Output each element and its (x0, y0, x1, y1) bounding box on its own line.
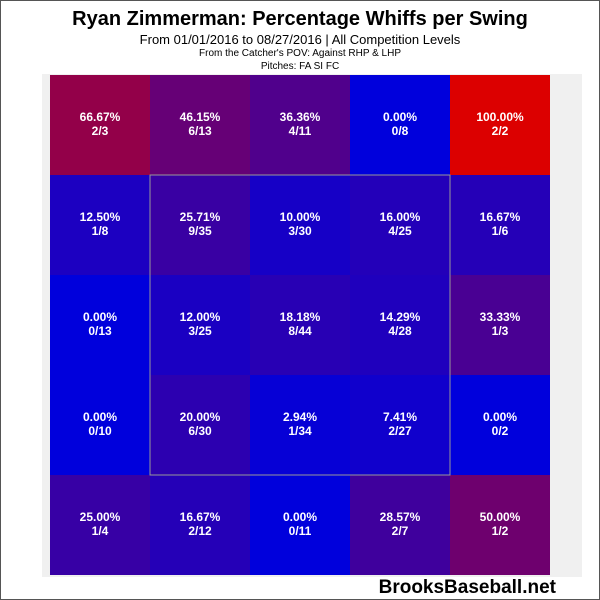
cell-percentage-label: 7.41% (383, 410, 417, 424)
heatmap-cell (150, 275, 250, 375)
heatmap-cell (350, 75, 450, 175)
cell-percentage-label: 16.67% (480, 210, 521, 224)
cell-percentage-label: 10.00% (280, 210, 321, 224)
cell-percentage-label: 18.18% (280, 310, 321, 324)
chart-title: Ryan Zimmerman: Percentage Whiffs per Sw… (72, 8, 528, 30)
cell-percentage-label: 0.00% (283, 510, 317, 524)
cell-fraction-label: 3/30 (288, 224, 312, 238)
cell-fraction-label: 1/8 (92, 224, 109, 238)
cell-percentage-label: 12.00% (180, 310, 221, 324)
cell-fraction-label: 2/3 (92, 124, 109, 138)
cell-percentage-label: 16.00% (380, 210, 421, 224)
cell-percentage-label: 33.33% (480, 310, 521, 324)
cell-percentage-label: 0.00% (83, 310, 117, 324)
cell-percentage-label: 36.36% (280, 110, 321, 124)
heatmap-cell (150, 75, 250, 175)
heatmap-cell (50, 375, 150, 475)
heatmap-cell (250, 375, 350, 475)
heatmap-cell (50, 275, 150, 375)
cell-fraction-label: 4/28 (388, 324, 412, 338)
cell-fraction-label: 1/2 (492, 524, 509, 538)
cell-fraction-label: 9/35 (188, 224, 212, 238)
heatmap-cell (450, 375, 550, 475)
heatmap-cell (250, 75, 350, 175)
heatmap-cell (350, 275, 450, 375)
cell-fraction-label: 2/2 (492, 124, 509, 138)
cell-fraction-label: 0/2 (492, 424, 509, 438)
cell-percentage-label: 2.94% (283, 410, 317, 424)
cell-percentage-label: 0.00% (383, 110, 417, 124)
cell-percentage-label: 100.00% (476, 110, 524, 124)
heatmap-cell (350, 475, 450, 575)
heatmap-cell (150, 475, 250, 575)
cell-fraction-label: 2/27 (388, 424, 412, 438)
heatmap-cell (150, 375, 250, 475)
chart-subtitle-pitches: Pitches: FA SI FC (260, 61, 340, 72)
cell-fraction-label: 3/25 (188, 324, 212, 338)
cell-percentage-label: 66.67% (80, 110, 121, 124)
cell-fraction-label: 2/7 (392, 524, 409, 538)
chart-subtitle-pov: From the Catcher's POV: Against RHP & LH… (199, 48, 401, 59)
heatmap-cell (350, 175, 450, 275)
cell-fraction-label: 0/13 (88, 324, 112, 338)
cell-percentage-label: 25.71% (180, 210, 221, 224)
heatmap-cell (450, 475, 550, 575)
heatmap-cell (50, 175, 150, 275)
heatmap-cell (450, 275, 550, 375)
heatmap-cell (50, 75, 150, 175)
cell-fraction-label: 1/4 (92, 524, 109, 538)
cell-fraction-label: 1/34 (288, 424, 312, 438)
heatmap-cell (250, 175, 350, 275)
watermark: BrooksBaseball.net (378, 577, 556, 598)
cell-percentage-label: 12.50% (80, 210, 121, 224)
heatmap-cell (350, 375, 450, 475)
cell-percentage-label: 50.00% (480, 510, 521, 524)
chart-subtitle: From 01/01/2016 to 08/27/2016 | All Comp… (139, 32, 461, 47)
heatmap-cell (250, 275, 350, 375)
heatmap-cell (450, 175, 550, 275)
cell-percentage-label: 14.29% (380, 310, 421, 324)
cell-fraction-label: 1/3 (492, 324, 509, 338)
strike-zone-outline (149, 174, 451, 476)
cell-fraction-label: 8/44 (288, 324, 312, 338)
heatmap-cell (150, 175, 250, 275)
cell-percentage-label: 16.67% (180, 510, 221, 524)
cell-percentage-label: 46.15% (180, 110, 221, 124)
cell-fraction-label: 4/11 (289, 124, 312, 138)
cell-percentage-label: 20.00% (180, 410, 221, 424)
cell-fraction-label: 0/11 (289, 524, 312, 538)
heatmap-cell (450, 75, 550, 175)
cell-percentage-label: 28.57% (380, 510, 421, 524)
cell-percentage-label: 0.00% (483, 410, 517, 424)
cell-fraction-label: 6/30 (188, 424, 212, 438)
cell-fraction-label: 0/10 (88, 424, 112, 438)
heatmap-cell (250, 475, 350, 575)
cell-fraction-label: 2/12 (188, 524, 212, 538)
cell-fraction-label: 0/8 (392, 124, 409, 138)
cell-percentage-label: 25.00% (80, 510, 121, 524)
cell-percentage-label: 0.00% (83, 410, 117, 424)
heatmap-cell (50, 475, 150, 575)
cell-fraction-label: 1/6 (492, 224, 509, 238)
cell-fraction-label: 6/13 (188, 124, 212, 138)
cell-fraction-label: 4/25 (388, 224, 412, 238)
